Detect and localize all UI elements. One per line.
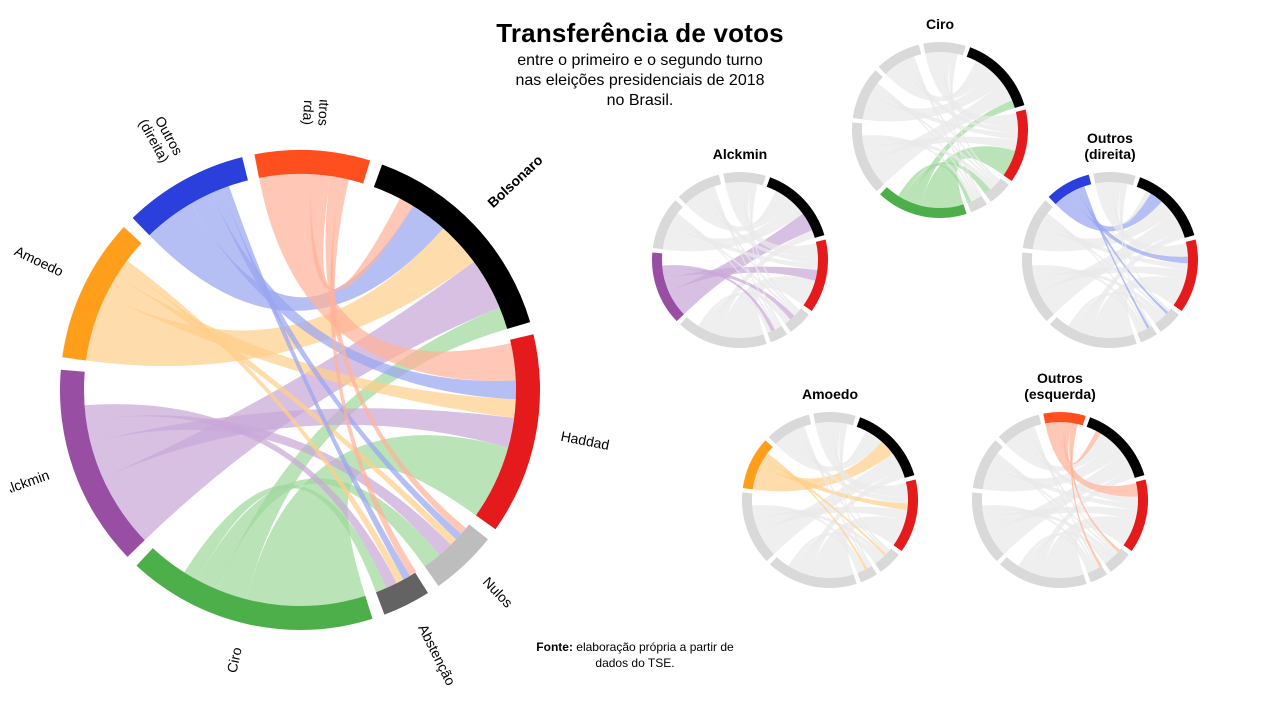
arc-label: Haddad [560,428,610,453]
chord-diagram-small [1016,166,1204,354]
arc-label: Bolsonaro [484,152,545,211]
small-chart-title: Outros(esquerda) [980,370,1140,402]
chord-diagram-small [646,166,834,354]
subtitle-line: entre o primeiro e o segundo turno [517,52,762,69]
chord-diagram-small [966,406,1154,594]
subtitle-line: nas eleições presidenciais de 2018 [515,72,764,89]
arc-label: Alckmin [10,467,51,499]
subtitle-line: no Brasil. [607,92,674,109]
arc-label: Ciro [224,645,245,674]
chord-diagram-small [846,36,1034,224]
arc-label: Outros(direita) [136,109,187,166]
small-chart-title: Ciro [860,16,1020,32]
chord-diagram-main: Bolsonaro Haddad Nulos Abstenção Ciro Alckmin… [10,100,610,700]
arc-label: Amoedo [12,243,66,280]
small-chart-title: Amoedo [750,386,910,402]
arc-label: Nulos [480,574,516,611]
chord-diagram-small [736,406,924,594]
title-block: Transferência de votos entre o primeiro … [400,18,880,111]
arc-label: Abstenção [415,622,459,689]
arc-label: Outros(esquerda) [300,100,335,126]
small-chart-title: Outros(direita) [1030,130,1190,162]
chart-title: Transferência de votos [400,18,880,49]
small-chart-title: Alckmin [660,146,820,162]
